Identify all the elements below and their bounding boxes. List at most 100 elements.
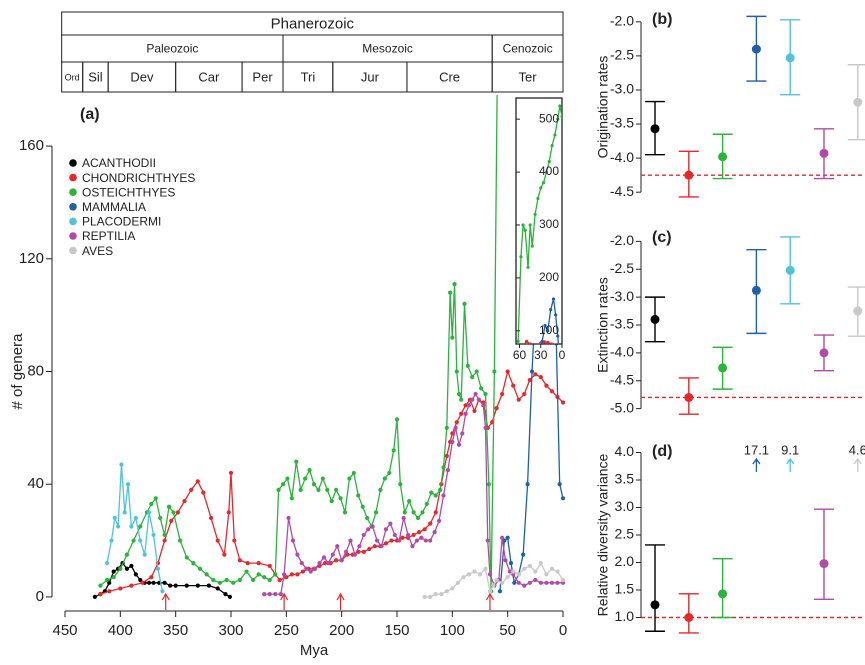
data-point: [392, 532, 397, 538]
data-point: [320, 375, 323, 378]
data-point: [282, 361, 285, 364]
data-point: [526, 265, 530, 269]
data-point: [365, 515, 370, 521]
x-tick-label: 350: [163, 622, 188, 639]
data-point: [320, 380, 323, 383]
data-point: [436, 518, 442, 523]
data-point: [333, 378, 336, 381]
data-point: [517, 380, 520, 383]
legend-label: OSTEICHTHYES: [82, 185, 175, 199]
data-point: [347, 382, 350, 385]
data-point: [142, 552, 147, 557]
data-point: [297, 378, 300, 381]
data-point: [450, 439, 455, 445]
data-point: [490, 351, 493, 354]
plot-area: [92, 95, 566, 600]
data-point: [295, 552, 300, 557]
y-tick-label: -4.5: [610, 371, 634, 387]
data-point: [383, 527, 389, 532]
y-tick-label: 1.5: [615, 581, 635, 597]
y-tick-label: -3.5: [610, 316, 634, 332]
data-point: [425, 371, 428, 374]
data-point: [487, 589, 493, 594]
data-point: [184, 583, 189, 588]
data-point: [433, 591, 438, 597]
legend-label: ACANTHODII: [82, 156, 156, 170]
data-point: [555, 580, 560, 585]
data-point: [718, 589, 728, 599]
data-point: [298, 487, 303, 492]
data-point: [416, 373, 419, 376]
data-point: [335, 544, 340, 549]
data-point: [299, 561, 304, 566]
data-point: [472, 569, 477, 574]
data-point: [479, 366, 482, 369]
data-point: [294, 366, 297, 369]
data-point: [528, 223, 532, 227]
off-scale-arrow: [853, 457, 862, 472]
data-point: [330, 552, 335, 557]
data-point: [215, 538, 220, 543]
data-point: [379, 544, 384, 549]
data-point: [544, 580, 549, 585]
data-point: [269, 376, 272, 379]
data-point: [98, 591, 103, 597]
data-point: [516, 572, 521, 577]
data-point: [511, 569, 516, 574]
data-point: [418, 364, 421, 367]
data-point: [486, 482, 491, 487]
y-tick-label: 40: [27, 475, 44, 492]
data-point: [558, 104, 562, 108]
y-tick-label: -5.0: [610, 399, 634, 415]
data-point: [437, 373, 440, 376]
data-point: [182, 499, 187, 504]
data-point: [516, 397, 521, 402]
data-point: [402, 510, 407, 515]
x-tick-label: 200: [329, 622, 354, 639]
data-point: [544, 170, 549, 174]
x-tick-label: 150: [384, 622, 409, 639]
data-point: [133, 572, 138, 577]
data-point: [543, 323, 547, 328]
data-point: [519, 255, 523, 259]
data-point: [463, 411, 468, 416]
data-point: [718, 152, 728, 162]
era-label: Cenozoic: [503, 42, 553, 56]
data-point: [429, 490, 434, 495]
data-point: [407, 499, 412, 504]
inset-y-tick-label: 400: [539, 164, 559, 178]
data-point: [304, 381, 307, 384]
data-point: [147, 580, 152, 585]
data-point: [302, 379, 305, 382]
legend-label: CHONDRICHTHYES: [82, 171, 195, 185]
data-point: [360, 504, 365, 509]
data-point: [256, 572, 261, 577]
data-point: [497, 589, 503, 594]
data-point: [450, 335, 455, 340]
data-point: [262, 591, 267, 597]
legend-label: MAMMALIA: [82, 200, 146, 214]
data-point: [684, 170, 694, 180]
data-point: [530, 244, 534, 248]
data-point: [279, 376, 282, 379]
data-point: [500, 535, 505, 540]
data-point: [381, 361, 384, 364]
data-point: [502, 341, 505, 344]
data-point: [138, 577, 143, 583]
data-point: [104, 561, 110, 566]
data-point: [523, 371, 526, 374]
y-tick-label: -4.0: [610, 149, 634, 165]
data-point: [151, 532, 156, 538]
data-point: [290, 538, 296, 543]
data-point: [540, 339, 544, 343]
data-point: [340, 380, 343, 383]
data-point: [438, 487, 443, 492]
data-point: [158, 515, 163, 521]
data-point: [277, 380, 280, 383]
data-point: [500, 339, 503, 342]
data-point: [529, 369, 535, 374]
data-point: [454, 369, 459, 374]
data-point: [497, 378, 500, 381]
data-point: [415, 362, 418, 365]
